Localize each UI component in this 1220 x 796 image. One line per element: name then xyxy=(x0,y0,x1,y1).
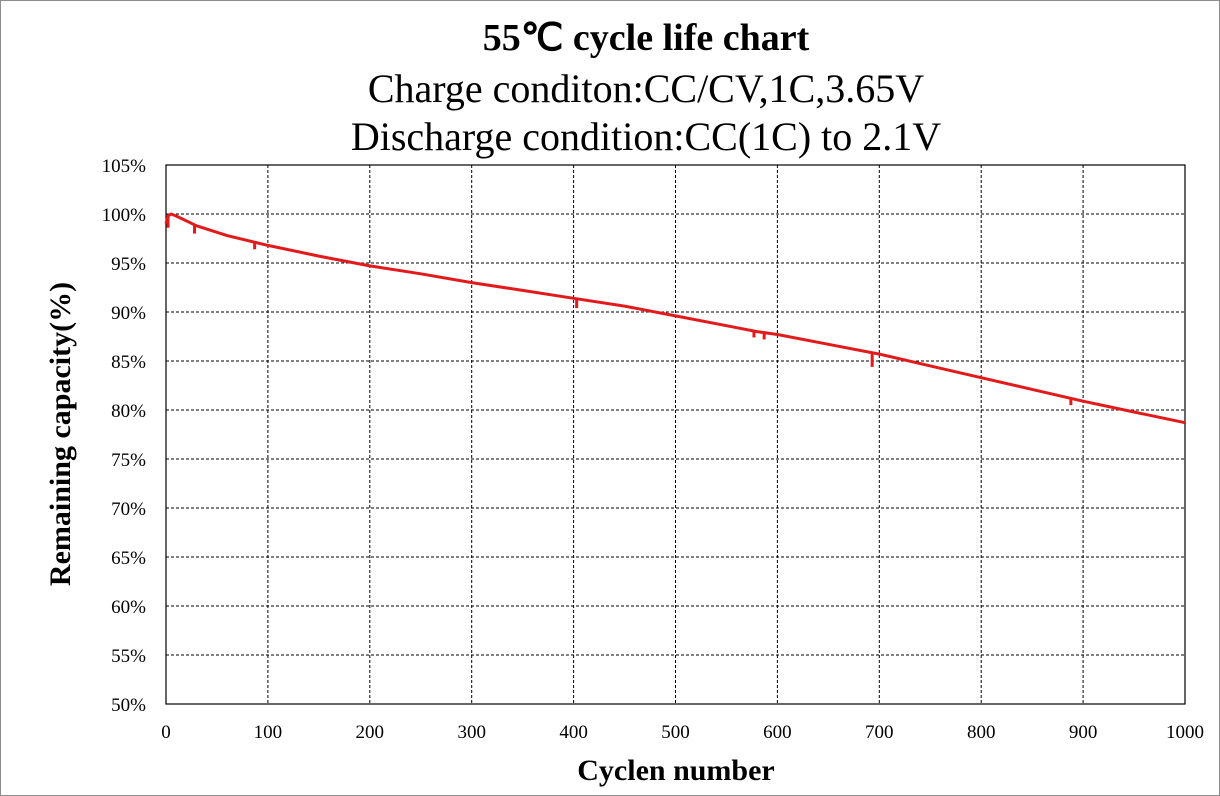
x-tick-label: 200 xyxy=(356,722,385,743)
y-tick-label: 55% xyxy=(111,646,146,667)
x-tick-label: 300 xyxy=(457,722,486,743)
y-tick-label: 85% xyxy=(111,352,146,373)
x-tick-labels: 0 100 200 300 400 500 600 700 800 900 1000 xyxy=(161,722,1204,743)
y-tick-labels: 105% 100% 95% 90% 85% 80% 75% 70% 65% 60% 55% 50% xyxy=(102,156,147,716)
x-tick-label: 400 xyxy=(559,722,588,743)
y-tick-label: 50% xyxy=(111,695,146,716)
y-tick-label: 65% xyxy=(111,548,146,569)
x-tick-label: 600 xyxy=(763,722,792,743)
grid-lines xyxy=(166,165,1185,704)
x-tick-label: 500 xyxy=(661,722,690,743)
y-tick-label: 70% xyxy=(111,499,146,520)
x-tick-label: 0 xyxy=(161,722,171,743)
y-tick-label: 75% xyxy=(111,450,146,471)
chart-subtitle-charge: Charge conditon:CC/CV,1C,3.65V xyxy=(368,66,924,111)
plot-area xyxy=(165,164,1186,705)
x-axis-title: Cyclen number xyxy=(577,754,775,787)
y-tick-label: 105% xyxy=(102,156,147,177)
y-tick-label: 60% xyxy=(111,597,146,618)
x-tick-label: 100 xyxy=(254,722,283,743)
x-tick-label: 900 xyxy=(1069,722,1098,743)
chart-subtitle-discharge: Discharge condition:CC(1C) to 2.1V xyxy=(351,114,941,159)
capacity-series-line xyxy=(164,212,1186,425)
y-tick-label: 95% xyxy=(111,254,146,275)
y-axis-title: Remaining capacity(%) xyxy=(44,282,77,586)
y-tick-label: 90% xyxy=(111,303,146,324)
x-tick-label: 1000 xyxy=(1166,722,1204,743)
y-tick-label: 80% xyxy=(111,401,146,422)
chart-title: 55℃ cycle life chart xyxy=(483,17,810,59)
series-layer xyxy=(164,212,1186,425)
x-tick-label: 700 xyxy=(865,722,894,743)
y-tick-label: 100% xyxy=(102,205,147,226)
x-tick-label: 800 xyxy=(967,722,996,743)
